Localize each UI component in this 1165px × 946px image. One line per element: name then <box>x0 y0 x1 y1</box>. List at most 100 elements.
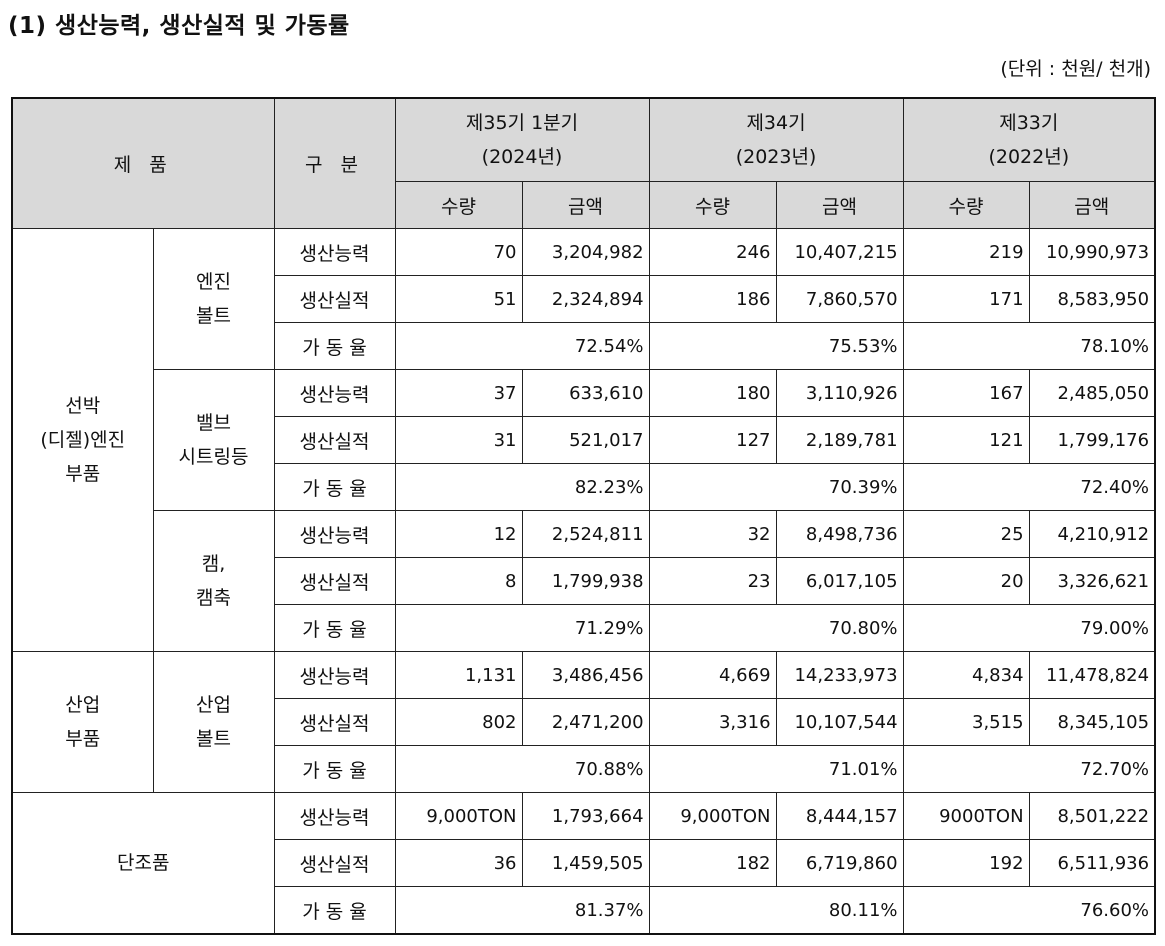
cell-rate: 79.00% <box>902 604 1156 652</box>
row-label: 생산실적 <box>273 416 396 464</box>
table-row: 생산실적 31 521,017 127 2,189,781 121 1,799,… <box>12 416 1156 464</box>
row-label: 가 동 율 <box>273 604 396 652</box>
cell-qty: 4,834 <box>902 651 1030 699</box>
cell-rate: 70.88% <box>394 745 650 793</box>
cell-qty: 23 <box>648 557 777 605</box>
cell-rate: 75.53% <box>648 322 904 370</box>
cell-amt: 8,501,222 <box>1028 792 1156 840</box>
unit-label: (단위 : 천원/ 천개) <box>1000 58 1151 80</box>
cell-qty: 9000TON <box>902 792 1030 840</box>
row-label: 생산실적 <box>273 698 396 746</box>
cell-qty: 12 <box>394 510 523 558</box>
cell-amt: 7,860,570 <box>775 275 904 323</box>
cell-rate: 70.39% <box>648 463 904 511</box>
item-cell: 캠, 캠축 <box>152 510 275 652</box>
cell-qty: 20 <box>902 557 1030 605</box>
table-row: 단조품 생산능력 9,000TON 1,793,664 9,000TON 8,4… <box>11 792 1156 935</box>
table-row: 밸브 시트링등 생산능력 37 633,610 180 3,110,926 167… <box>12 369 1156 511</box>
cell-amt: 1,459,505 <box>521 839 650 887</box>
header-division: 구 분 <box>273 97 396 229</box>
cell-qty: 37 <box>394 369 523 417</box>
cell-amt: 3,204,982 <box>521 228 650 276</box>
header-amt: 금액 <box>521 181 650 229</box>
cell-qty: 180 <box>648 369 777 417</box>
table-row: 가 동 율 72.54% 75.53% 78.10% <box>12 322 1156 370</box>
cell-amt: 8,444,157 <box>775 792 904 840</box>
cell-rate: 72.70% <box>902 745 1156 793</box>
cell-amt: 8,583,950 <box>1028 275 1156 323</box>
cell-rate: 72.54% <box>394 322 650 370</box>
cell-amt: 2,189,781 <box>775 416 904 464</box>
row-label: 생산능력 <box>273 369 396 417</box>
cell-qty: 182 <box>648 839 777 887</box>
cell-qty: 192 <box>902 839 1030 887</box>
cell-qty: 25 <box>902 510 1030 558</box>
table-row: 생산실적 36 1,459,505 182 6,719,860 192 6,51… <box>12 839 1156 887</box>
cell-qty: 51 <box>394 275 523 323</box>
cell-amt: 521,017 <box>521 416 650 464</box>
cell-amt: 1,799,938 <box>521 557 650 605</box>
cell-qty: 31 <box>394 416 523 464</box>
section-title: (1) 생산능력, 생산실적 및 가동률 <box>8 13 350 39</box>
row-label: 생산능력 <box>273 651 396 699</box>
cell-qty: 70 <box>394 228 523 276</box>
item-cell: 산업 볼트 <box>152 651 275 793</box>
header-amt: 금액 <box>1028 181 1156 229</box>
cell-qty: 1,131 <box>394 651 523 699</box>
cell-rate: 71.01% <box>648 745 904 793</box>
cell-rate: 81.37% <box>394 886 650 935</box>
production-table: 제 품 구 분 제35기 1분기 (2024년) 제34기 (2023년) 제33기… <box>11 97 1157 935</box>
item-cell: 밸브 시트링등 <box>152 369 275 511</box>
cell-qty: 9,000TON <box>394 792 523 840</box>
header-qty: 수량 <box>394 181 523 229</box>
cell-qty: 167 <box>902 369 1030 417</box>
table-row: 가 동 율 82.23% 70.39% 72.40% <box>12 463 1156 511</box>
cell-amt: 2,524,811 <box>521 510 650 558</box>
header-period-2: 제33기 (2022년) <box>902 97 1156 182</box>
table-row: 가 동 율 70.88% 71.01% 72.70% <box>12 745 1156 793</box>
cell-amt: 10,990,973 <box>1028 228 1156 276</box>
category-cell: 산업 부품 <box>11 651 154 793</box>
cell-amt: 10,107,544 <box>775 698 904 746</box>
row-label: 생산능력 <box>273 228 396 276</box>
table-row: 캠, 캠축 생산능력 12 2,524,811 32 8,498,736 25 4… <box>12 510 1156 652</box>
cell-amt: 3,486,456 <box>521 651 650 699</box>
row-label: 생산실적 <box>273 557 396 605</box>
row-label: 가 동 율 <box>273 322 396 370</box>
category-cell: 단조품 <box>11 792 275 935</box>
cell-qty: 3,515 <box>902 698 1030 746</box>
cell-qty: 186 <box>648 275 777 323</box>
cell-amt: 6,719,860 <box>775 839 904 887</box>
cell-amt: 8,498,736 <box>775 510 904 558</box>
row-label: 가 동 율 <box>273 886 396 935</box>
cell-amt: 2,485,050 <box>1028 369 1156 417</box>
cell-qty: 802 <box>394 698 523 746</box>
cell-qty: 4,669 <box>648 651 777 699</box>
cell-rate: 70.80% <box>648 604 904 652</box>
cell-qty: 32 <box>648 510 777 558</box>
cell-amt: 1,793,664 <box>521 792 650 840</box>
cell-amt: 8,345,105 <box>1028 698 1156 746</box>
category-cell: 선박 (디젤)엔진 부품 <box>11 228 154 652</box>
cell-amt: 14,233,973 <box>775 651 904 699</box>
cell-rate: 71.29% <box>394 604 650 652</box>
header-qty: 수량 <box>902 181 1030 229</box>
table-row: 산업 부품 산업 볼트 생산능력 1,131 3,486,456 4,669 14,… <box>11 651 1156 793</box>
cell-rate: 76.60% <box>902 886 1156 935</box>
cell-qty: 36 <box>394 839 523 887</box>
cell-amt: 4,210,912 <box>1028 510 1156 558</box>
cell-qty: 246 <box>648 228 777 276</box>
cell-amt: 6,017,105 <box>775 557 904 605</box>
row-label: 가 동 율 <box>273 745 396 793</box>
header-qty: 수량 <box>648 181 777 229</box>
cell-qty: 219 <box>902 228 1030 276</box>
cell-amt: 1,799,176 <box>1028 416 1156 464</box>
row-label: 생산실적 <box>273 839 396 887</box>
cell-qty: 121 <box>902 416 1030 464</box>
cell-qty: 3,316 <box>648 698 777 746</box>
table-row: 생산실적 51 2,324,894 186 7,860,570 171 8,58… <box>12 275 1156 323</box>
cell-qty: 127 <box>648 416 777 464</box>
cell-amt: 11,478,824 <box>1028 651 1156 699</box>
cell-amt: 3,326,621 <box>1028 557 1156 605</box>
cell-amt: 2,324,894 <box>521 275 650 323</box>
